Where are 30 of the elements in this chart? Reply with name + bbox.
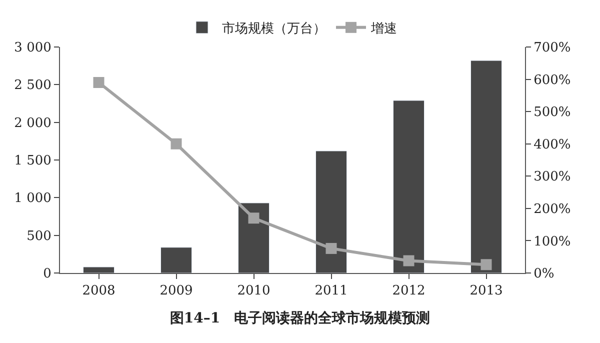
point [248, 212, 260, 224]
x-tick-label: 2009 [160, 284, 193, 299]
y2-tick-label: 500% [534, 105, 571, 120]
y2-tick-label: 0% [534, 266, 554, 282]
legend-label: 增速 [370, 22, 397, 36]
y-tick-label: 1 500 [14, 154, 52, 169]
point [480, 259, 492, 270]
y-tick-label: 2 000 [14, 116, 52, 131]
x-tick-label: 2012 [392, 284, 426, 299]
y-tick-label: 0 [43, 266, 52, 282]
point [170, 138, 182, 150]
y-tick-label: 1 000 [14, 191, 52, 206]
point [326, 242, 337, 254]
x-tick-label: 2010 [237, 284, 270, 299]
y2-tick-label: 100% [534, 234, 571, 250]
x-tick-label: 2011 [314, 284, 348, 299]
y-tick-label: 3 000 [14, 40, 52, 56]
y-tick-label: 2 500 [14, 78, 52, 94]
text: 图14–1 电子阅读器的全球市场规模预测 [170, 309, 430, 326]
y2-tick-label: 600% [534, 72, 571, 88]
y-tick-label: 500 [26, 228, 52, 244]
y2-tick-label: 700% [534, 40, 571, 56]
point [403, 255, 414, 266]
legend-label: 市场规模（万台） [222, 22, 326, 36]
x-tick-label: 2013 [470, 284, 503, 299]
point [93, 77, 104, 88]
y2-tick-label: 400% [534, 137, 571, 152]
y2-tick-label: 200% [534, 202, 571, 217]
y2-tick-label: 300% [534, 170, 571, 185]
x-tick-label: 2008 [82, 284, 116, 299]
